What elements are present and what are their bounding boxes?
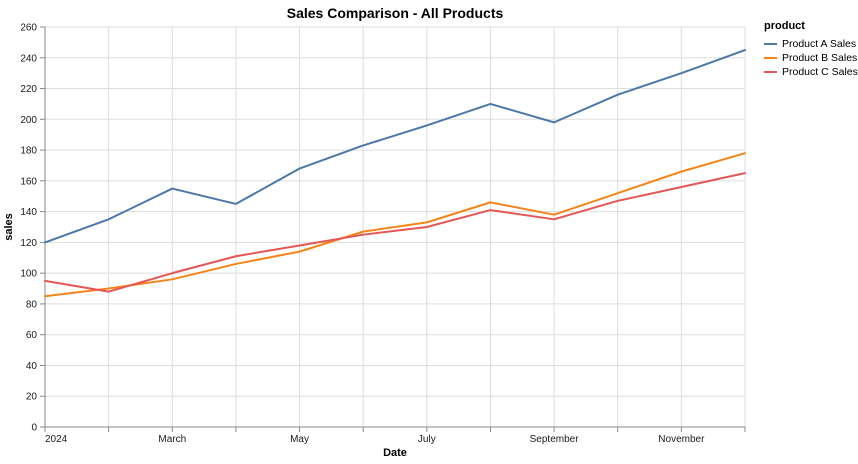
x-tick-label: September — [530, 434, 580, 445]
legend-items: Product A Sales Product B Sales Product C … — [764, 37, 858, 79]
y-tick-label: 220 — [20, 84, 37, 95]
y-tick-label: 240 — [20, 53, 37, 64]
legend: product Product A Sales Product B Sales Pr… — [764, 20, 858, 79]
x-tick-label: 2024 — [45, 434, 68, 445]
y-tick-label: 60 — [26, 330, 38, 341]
y-tick-label: 0 — [31, 423, 37, 434]
x-axis-title: Date — [383, 447, 407, 459]
plot-area: 0 20 40 60 80 100 120 140 160 180 200 220 240 260 2024… — [20, 23, 746, 445]
legend-line-swatch — [764, 43, 777, 45]
series-line-product-a-sales — [44, 49, 746, 244]
y-axis-title: sales — [3, 213, 15, 241]
y-tick-label: 80 — [26, 299, 38, 310]
x-tick-label: July — [418, 434, 436, 445]
y-tick-label: 100 — [20, 269, 37, 280]
series-line-product-c-sales — [44, 172, 746, 293]
y-tick-label: 40 — [26, 361, 38, 372]
legend-item-label: Product A Sales — [782, 38, 857, 50]
legend-line-swatch — [764, 57, 777, 59]
legend-item: Product A Sales — [764, 37, 856, 51]
x-tick-label: March — [158, 434, 186, 445]
legend-item: Product C Sales — [764, 65, 858, 79]
y-tick-label: 120 — [20, 238, 37, 249]
y-tick-label: 20 — [26, 392, 38, 403]
chart-title: Sales Comparison - All Products — [287, 5, 504, 21]
x-tick-label: May — [290, 434, 309, 445]
y-tick-label: 140 — [20, 207, 37, 218]
y-tick-label: 180 — [20, 146, 37, 157]
legend-title: product — [764, 20, 805, 32]
series-line-product-b-sales — [44, 152, 746, 298]
legend-item: Product B Sales — [764, 51, 858, 65]
legend-line-swatch — [764, 71, 777, 73]
x-tick-label: November — [658, 434, 705, 445]
legend-item-label: Product B Sales — [782, 52, 858, 64]
y-tick-label: 160 — [20, 176, 37, 187]
legend-item-label: Product C Sales — [782, 66, 858, 78]
y-tick-label: 200 — [20, 115, 37, 126]
y-tick-label: 260 — [20, 23, 37, 34]
